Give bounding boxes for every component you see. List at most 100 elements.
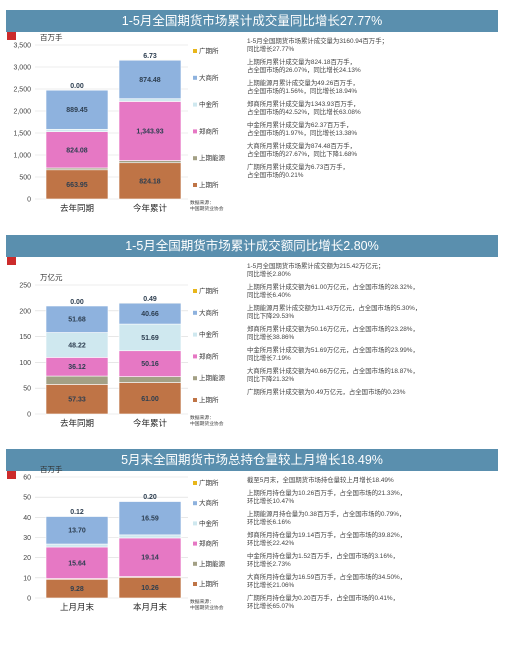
y-tick-label: 2,500 <box>13 87 31 94</box>
legend-label: 大商所 <box>199 308 219 317</box>
note-text: 截至5月末，全国期货市场持仓量较上月增长18.49% <box>247 477 394 484</box>
legend-label: 上期所 <box>199 180 219 189</box>
y-tick-label: 50 <box>23 386 31 393</box>
data-label: 9.28 <box>70 586 84 593</box>
data-label: 889.45 <box>66 107 88 114</box>
note-text: 郑商所月持仓量为19.14百万手，占全国市场的39.82%， 环比增长22.42… <box>247 532 407 547</box>
stacked-bar-chart: 050100150200250万亿元57.3316.2136.1248.2251… <box>19 272 225 428</box>
y-tick-label: 10 <box>23 575 31 582</box>
section-open-interest: 5月末全国期货市场总持仓量较上月增长18.49% 0 10 20 30 40 50 60 百万… <box>0 439 505 657</box>
legend-label: 上期能源 <box>199 559 226 568</box>
legend-label: 大商所 <box>199 73 219 82</box>
y-tick-label: 0 <box>27 412 31 419</box>
legend-label: 广期所 <box>199 478 219 487</box>
data-label: 36.12 <box>68 364 86 371</box>
legend-label: 广期所 <box>199 286 219 295</box>
notes-panel: 截至5月末，全国期货市场持仓量较上月增长18.49% 上期所月持仓量为10.26… <box>247 477 502 616</box>
legend-swatch <box>193 310 197 315</box>
legend-swatch <box>193 582 197 586</box>
bar-segment <box>118 160 182 164</box>
legend-swatch <box>193 332 197 337</box>
bar-segment <box>45 332 109 358</box>
bar-segment <box>45 89 109 130</box>
source-label: 数据来源： <box>190 199 214 206</box>
y-tick-label: 3,000 <box>13 65 31 72</box>
flag-icon <box>7 471 16 479</box>
legend-label: 中金所 <box>199 518 219 527</box>
legend-swatch <box>193 129 197 134</box>
note-text: 中金所月持仓量为1.52百万手，占全国市场的3.16%， 环比增长2.73% <box>247 553 399 568</box>
legend-swatch <box>193 398 197 402</box>
source-label: 数据来源： <box>190 598 214 605</box>
section-volume: 1-5月全国期货市场累计成交量同比增长27.77% 0 500 1,000 1,500… <box>0 0 505 218</box>
y-tick-label: 500 <box>19 175 31 182</box>
note-text: 大商所月累计成交量为874.48百万手， 占全国市场的27.67%，同比下降1.… <box>247 143 358 158</box>
legend-swatch <box>193 376 197 381</box>
data-label: 0.00 <box>70 83 84 90</box>
legend-swatch <box>193 481 197 485</box>
note-text: 广期所月累计成交额为0.49万亿元，占全国市场的0.23% <box>247 389 406 396</box>
y-tick-label: 3,500 <box>13 43 31 50</box>
note-text: 中金所月累计成交量为62.37百万手， 占全国市场的1.97%，同比增长13.3… <box>247 122 358 137</box>
legend-swatch <box>193 49 197 53</box>
bar-segment <box>118 59 182 99</box>
source-label: 中国期货业协会 <box>190 205 224 212</box>
note-text: 大商所月持仓量为16.59百万手，占全国市场的34.50%， 环比增长21.06… <box>247 574 407 589</box>
data-label: 0.12 <box>70 509 84 516</box>
legend-label: 中金所 <box>199 330 219 339</box>
x-category-label: 去年同期 <box>60 418 94 428</box>
legend-swatch <box>193 289 197 293</box>
x-category-label: 上月月末 <box>60 602 95 612</box>
data-label: 57.33 <box>68 397 86 404</box>
legend-label: 中金所 <box>199 100 219 109</box>
bar-segment <box>118 534 182 539</box>
note-text: 广期所月累计成交量为6.73百万手， 占全国市场的0.21% <box>247 164 349 179</box>
legend-swatch <box>193 561 197 566</box>
note-text: 中金所月累计成交额为51.69万亿元，占全国市场的23.99%， 同比增长7.1… <box>247 347 419 362</box>
x-category-label: 今年累计 <box>133 418 168 428</box>
legend-swatch <box>193 102 197 107</box>
legend-swatch <box>193 75 197 80</box>
section-turnover: 1-5月全国期货市场累计成交额同比增长2.80% 0 50 100 150 200 250… <box>0 225 505 443</box>
data-label: 663.95 <box>66 182 88 189</box>
legend-label: 广期所 <box>199 46 219 55</box>
bar-segment <box>45 128 109 133</box>
legend-swatch <box>193 521 197 526</box>
note-text: 大商所月累计成交额为40.66万亿元，占全国市场的18.87%， 同比下降21.… <box>247 368 419 383</box>
note-text: 上期所月累计成交量为824.18百万手， 占全国市场的26.07%，同比增长24… <box>247 59 361 74</box>
y-tick-label: 40 <box>23 515 31 522</box>
data-label: 13.70 <box>68 528 86 535</box>
y-tick-label: 200 <box>19 308 31 315</box>
flag-icon <box>7 32 16 40</box>
y-tick-label: 2,000 <box>13 109 31 116</box>
data-label: 824.08 <box>66 147 88 154</box>
bar-segment <box>45 169 109 200</box>
note-text: 上期所月持仓量为10.26百万手，占全国市场的21.33%， 环比增长10.47… <box>247 490 407 505</box>
data-label: 16.59 <box>141 516 159 523</box>
x-category-label: 今年累计 <box>133 203 168 213</box>
bar-segment <box>45 305 109 333</box>
data-label: 19.14 <box>141 555 159 562</box>
y-tick-label: 50 <box>23 495 31 502</box>
note-text: 郑商所月累计成交量为1343.93百万手， 占全国市场的42.52%，同比增长6… <box>247 101 361 116</box>
stacked-bar-chart: 0102030405060百万手9.280.3615.641.4813.700.… <box>23 464 226 612</box>
data-label: 40.66 <box>141 311 159 318</box>
y-tick-label: 0 <box>27 197 31 204</box>
legend-label: 上期所 <box>199 579 219 588</box>
legend-swatch <box>193 541 197 546</box>
legend-swatch <box>193 501 197 506</box>
legend-label: 上期所 <box>199 395 219 404</box>
note-text: 上期能源月累计成交量为49.26百万手， 占全国市场的1.56%，同比增长18.… <box>247 80 359 95</box>
legend-label: 大商所 <box>199 498 219 507</box>
bar-segment <box>45 516 109 545</box>
notes-panel: 1-5月全国期货市场累计成交额为215.42万亿元； 同比增长2.80% 上期所… <box>247 263 502 402</box>
stacked-bar-chart: 0 500 1,000 1,500 2,000 2,500 3,000 3,500 百万手 663… <box>13 32 225 213</box>
y-tick-label: 20 <box>23 555 31 562</box>
source-label: 中国期货业协会 <box>190 420 224 427</box>
unit-label: 万亿元 <box>40 272 63 282</box>
data-label: 1,343.93 <box>136 129 163 136</box>
y-tick-label: 1,000 <box>13 153 31 160</box>
legend-swatch <box>193 156 197 161</box>
note-text: 上期能源月持仓量为0.38百万手，占全国市场的0.79%， 环比增长6.16% <box>247 511 406 526</box>
y-tick-label: 100 <box>19 360 31 367</box>
